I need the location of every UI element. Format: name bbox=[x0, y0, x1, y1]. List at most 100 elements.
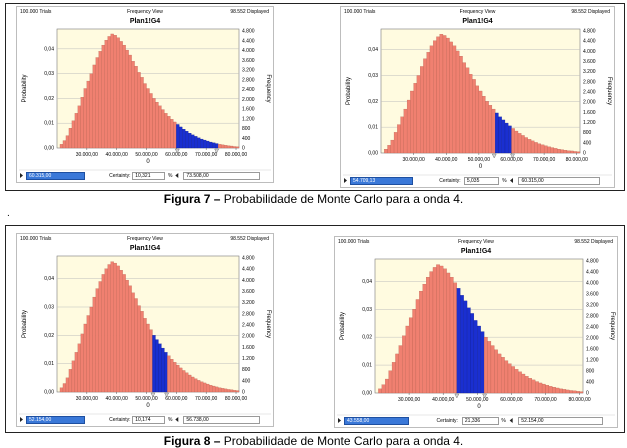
y2-tick-label: 2.000 bbox=[586, 336, 599, 342]
histogram-bar bbox=[528, 378, 532, 394]
histogram-bar bbox=[388, 370, 393, 394]
histogram-bar bbox=[485, 101, 489, 154]
x-axis-marker: 0 bbox=[479, 164, 483, 170]
y-tick-label: 0,00 bbox=[368, 151, 378, 157]
histogram-bar bbox=[527, 139, 532, 154]
histogram-bar bbox=[543, 145, 548, 154]
histogram-bar bbox=[395, 353, 399, 394]
y2-tick-label: 400 bbox=[586, 380, 595, 386]
histogram-bar bbox=[545, 385, 550, 394]
histogram-bar bbox=[518, 371, 522, 394]
histogram-bar bbox=[460, 295, 464, 394]
histogram-bar bbox=[140, 77, 144, 149]
histogram-bar bbox=[116, 37, 120, 149]
stray-mark: . bbox=[7, 208, 10, 219]
y2-tick-label: 3.600 bbox=[242, 289, 255, 295]
histogram-bar bbox=[524, 376, 529, 394]
histogram-bar bbox=[217, 144, 222, 149]
histogram-bar bbox=[167, 116, 171, 149]
certainty-input[interactable]: 5,035 bbox=[463, 177, 500, 185]
figure-8-caption: Figura 8 – Probabilidade de Monte Carlo … bbox=[0, 434, 627, 448]
histogram-bar bbox=[155, 102, 159, 149]
y2-tick-label: 3.200 bbox=[586, 303, 599, 309]
histogram-bar bbox=[122, 274, 126, 393]
chart-title: Plan1!G4 bbox=[462, 18, 493, 25]
histogram-bar bbox=[398, 345, 403, 394]
right-value-input[interactable]: 73.508,00 bbox=[183, 172, 261, 180]
y2-tick-label: 1.600 bbox=[583, 110, 596, 116]
left-value-input[interactable]: 52.154,00 bbox=[26, 416, 85, 424]
header-view: Frequency View bbox=[458, 239, 494, 245]
y2-tick-label: 1.200 bbox=[242, 116, 255, 122]
histogram-bar bbox=[235, 146, 240, 149]
histogram-bar bbox=[521, 373, 526, 394]
histogram-bar bbox=[436, 264, 440, 394]
histogram-bar bbox=[194, 136, 198, 149]
certainty-input[interactable]: 21,336 bbox=[461, 417, 499, 425]
x-tick-label: 80.000,00 bbox=[225, 152, 247, 158]
histogram-bar bbox=[433, 40, 437, 154]
histogram-bar bbox=[185, 131, 189, 149]
y-tick-label: 0,04 bbox=[362, 279, 372, 285]
y-tick-label: 0,03 bbox=[362, 307, 372, 313]
histogram-bar bbox=[443, 268, 447, 394]
y2-tick-label: 3.200 bbox=[242, 68, 255, 74]
right-value-input[interactable]: 56.738,00 bbox=[183, 416, 261, 424]
header-trials: 100.000 Trials bbox=[344, 9, 376, 15]
histogram-bar bbox=[403, 108, 408, 154]
y2-tick-label: 4.400 bbox=[242, 267, 255, 273]
x-tick-label: 40.000,00 bbox=[106, 152, 128, 158]
histogram-bar bbox=[128, 285, 132, 393]
histogram-bar bbox=[391, 362, 396, 394]
y-tick-label: 0,04 bbox=[44, 276, 54, 282]
right-value-input[interactable]: 52.154,00 bbox=[518, 417, 603, 425]
histogram-bar bbox=[119, 270, 123, 393]
range-grabber bbox=[454, 393, 460, 399]
histogram-bar bbox=[62, 383, 67, 393]
histogram-bar bbox=[209, 141, 213, 149]
histogram-bar bbox=[62, 140, 67, 149]
histogram-bar bbox=[576, 151, 581, 154]
histogram-bar bbox=[164, 352, 168, 393]
chart-title: Plan1!G4 bbox=[460, 248, 492, 255]
x-tick-label: 40.000,00 bbox=[106, 396, 128, 402]
histogram-bar bbox=[125, 49, 129, 149]
histogram-bar bbox=[393, 132, 398, 154]
certainty-input[interactable]: 10,321 bbox=[132, 172, 166, 180]
histogram-bar bbox=[71, 120, 76, 149]
y2-tick-label: 2.400 bbox=[583, 90, 596, 96]
histogram-bar bbox=[77, 343, 81, 393]
y2-tick-label: 4.000 bbox=[586, 281, 599, 287]
left-value-input[interactable]: 60.315,00 bbox=[26, 172, 85, 180]
histogram-bar bbox=[408, 317, 413, 394]
left-value-input[interactable]: 54.709,13 bbox=[350, 177, 413, 185]
y-tick-label: 0,01 bbox=[368, 125, 378, 131]
histogram-bar bbox=[176, 364, 180, 393]
histogram-bar bbox=[442, 35, 447, 154]
histogram-bar bbox=[473, 320, 478, 394]
histogram-bar bbox=[188, 133, 192, 149]
histogram-bar bbox=[446, 272, 451, 394]
x-axis-marker: 0 bbox=[146, 159, 150, 165]
histogram-bar bbox=[397, 124, 401, 154]
certainty-input[interactable]: 10,174 bbox=[132, 416, 166, 424]
histogram-bar bbox=[524, 137, 528, 154]
header-displayed: 98.552 Displayed bbox=[571, 9, 610, 15]
certainty-unit: % bbox=[168, 417, 173, 423]
histogram-bar bbox=[95, 288, 99, 393]
left-value-input[interactable]: 43.558,00 bbox=[344, 417, 409, 425]
y2-tick-label: 3.600 bbox=[583, 59, 596, 65]
figure-8-label: Figura 8 – bbox=[163, 434, 221, 448]
y2-tick-label: 1.600 bbox=[242, 107, 255, 113]
x-tick-label: 40.000,00 bbox=[432, 397, 454, 403]
histogram-bar bbox=[429, 45, 434, 154]
histogram-bar bbox=[229, 145, 234, 149]
y-tick-label: 0,04 bbox=[44, 46, 54, 52]
histogram-bar bbox=[480, 331, 485, 394]
certainty-unit: % bbox=[501, 418, 506, 424]
y-tick-label: 0,03 bbox=[44, 71, 54, 77]
right-value-input[interactable]: 60.315,00 bbox=[518, 177, 601, 185]
histogram-bar bbox=[179, 126, 183, 149]
x-tick-label: 70.000,00 bbox=[534, 397, 556, 403]
histogram-bar bbox=[456, 288, 461, 394]
